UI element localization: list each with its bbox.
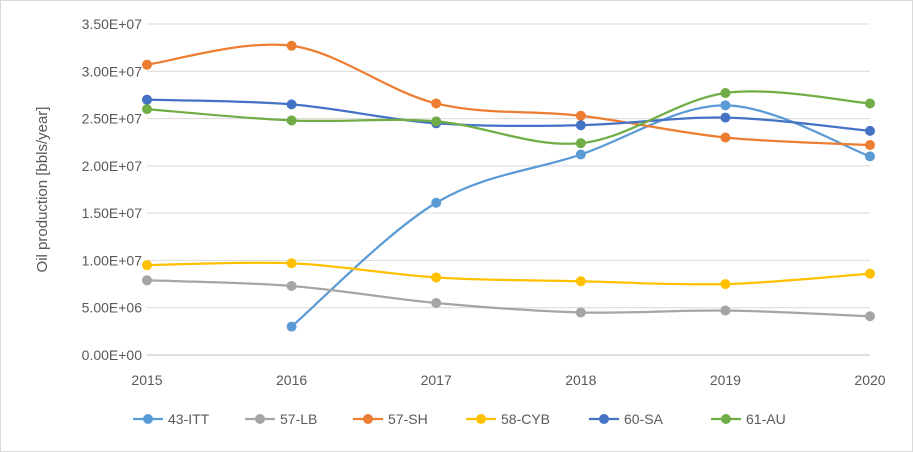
data-point-58-CYB [865, 268, 875, 279]
x-tick-label: 2015 [131, 372, 162, 388]
data-point-58-CYB [431, 272, 442, 283]
data-point-61-AU [431, 116, 442, 127]
data-point-57-LB [286, 280, 297, 291]
x-tick-label: 2020 [854, 372, 885, 388]
y-tick-label: 2.50E+07 [82, 111, 143, 127]
legend: 43-ITT 57-LB 57-SH 58-CYB 60-SA 61-AU [133, 411, 786, 427]
y-tick-label: 3.00E+07 [82, 63, 143, 79]
x-tick-label: 2016 [276, 372, 307, 388]
legend-label: 57-SH [388, 411, 428, 427]
data-point-57-LB [720, 305, 731, 316]
data-point-57-LB [142, 275, 152, 286]
data-point-58-CYB [720, 279, 731, 290]
legend-marker-61-AU [721, 414, 731, 424]
data-point-61-AU [142, 104, 152, 115]
legend-marker-57-LB [255, 414, 265, 424]
data-point-58-CYB [575, 276, 586, 287]
data-point-57-SH [142, 59, 152, 70]
x-tick-label: 2018 [565, 372, 596, 388]
data-point-57-LB [431, 297, 442, 308]
y-tick-label: 3.50E+07 [82, 16, 143, 32]
data-point-60-SA [865, 125, 875, 136]
y-tick-label: 1.50E+07 [82, 205, 143, 221]
y-tick-label: 0.00E+00 [82, 347, 143, 363]
x-tick-label: 2019 [710, 372, 741, 388]
series-line-57-SH [145, 43, 872, 147]
data-point-60-SA [720, 112, 731, 123]
data-point-57-LB [865, 311, 875, 322]
data-point-57-SH [865, 140, 875, 151]
data-point-57-SH [286, 40, 297, 51]
y-tick-label: 2.00E+07 [82, 158, 143, 174]
legend-marker-43-ITT [143, 414, 153, 424]
data-point-57-SH [575, 110, 586, 121]
gridlines [147, 23, 870, 309]
data-point-43-ITT [720, 100, 731, 111]
data-point-61-AU [865, 98, 875, 109]
legend-label: 57-LB [280, 411, 317, 427]
data-point-43-ITT [865, 151, 875, 162]
data-point-57-LB [575, 307, 586, 318]
data-point-43-ITT [431, 197, 442, 208]
data-point-60-SA [286, 99, 297, 110]
legend-marker-60-SA [599, 414, 609, 424]
legend-label: 58-CYB [501, 411, 550, 427]
data-point-60-SA [575, 120, 586, 131]
data-point-61-AU [720, 88, 731, 99]
y-tick-label: 1.00E+07 [82, 252, 143, 268]
data-point-57-SH [431, 98, 442, 109]
data-point-57-SH [720, 132, 731, 143]
y-axis-label: Oil production [bbls/year] [34, 107, 51, 273]
series-line-58-CYB [145, 261, 872, 286]
legend-label: 43-ITT [168, 411, 210, 427]
data-point-60-SA [142, 94, 152, 105]
x-tick-label: 2017 [421, 372, 452, 388]
series-line-60-SA [145, 98, 872, 132]
data-point-58-CYB [142, 260, 152, 271]
series-line-57-LB [145, 279, 872, 318]
data-point-61-AU [286, 115, 297, 126]
y-tick-label: 5.00E+06 [82, 300, 143, 316]
legend-marker-58-CYB [476, 414, 486, 424]
series-line-61-AU [145, 90, 872, 145]
data-point-61-AU [575, 138, 586, 149]
series-points [142, 40, 875, 332]
legend-marker-57-SH [363, 414, 373, 424]
legend-label: 61-AU [746, 411, 786, 427]
legend-label: 60-SA [624, 411, 664, 427]
tick-labels: 0.00E+00 5.00E+06 1.00E+07 1.50E+07 2.00E+07… [34, 16, 886, 388]
data-point-43-ITT [575, 149, 586, 160]
series-lines [145, 43, 872, 328]
data-point-43-ITT [286, 321, 297, 332]
data-point-58-CYB [286, 258, 297, 269]
